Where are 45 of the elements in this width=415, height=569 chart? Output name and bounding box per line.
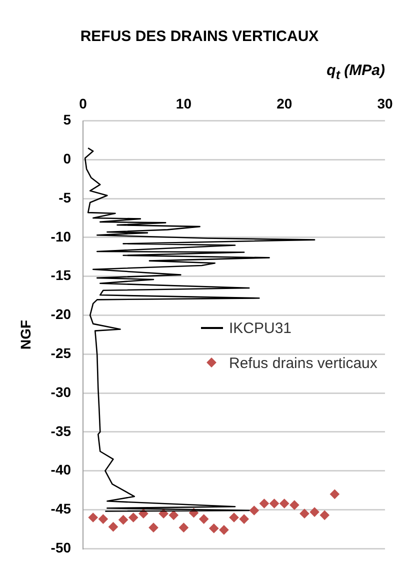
point — [158, 508, 168, 518]
point — [310, 507, 320, 517]
point — [128, 512, 138, 522]
point — [320, 510, 330, 520]
point — [138, 508, 148, 518]
x-tick-label: 0 — [79, 95, 88, 112]
point — [290, 500, 300, 510]
y-tick-label: -30 — [50, 384, 72, 400]
chart-title: REFUS DES DRAINS VERTICAUX — [80, 28, 319, 46]
point — [179, 522, 188, 532]
y-tick-label: -20 — [50, 306, 72, 322]
point — [148, 522, 158, 532]
point — [88, 512, 98, 522]
point — [260, 498, 269, 508]
y-tick-label: -15 — [50, 267, 72, 284]
point — [229, 512, 239, 522]
x-tick-label: 20 — [276, 95, 292, 112]
y-tick-label: 5 — [63, 112, 72, 128]
point — [300, 508, 310, 518]
point — [209, 524, 219, 534]
x-tick-label: 30 — [377, 95, 393, 112]
y-tick-label: -25 — [50, 345, 72, 362]
point — [270, 498, 279, 508]
point — [250, 506, 259, 516]
point — [108, 522, 118, 532]
x-axis-title: q$_{t}$ (MPa) — [326, 62, 385, 82]
point — [118, 515, 128, 524]
point — [168, 510, 178, 520]
y-tick-label: -50 — [50, 539, 72, 556]
point — [98, 514, 108, 524]
y-axis-title: NGF — [17, 319, 34, 350]
point — [219, 525, 229, 535]
point — [199, 514, 208, 524]
legend-label: IKCPU31 — [229, 320, 292, 337]
y-tick-label: -10 — [50, 228, 72, 244]
point — [330, 490, 340, 499]
x-tick-label: 10 — [176, 95, 192, 112]
y-tick-label: -35 — [50, 422, 72, 439]
y-tick-label: -45 — [50, 500, 72, 517]
legend-label: Refus drains verticaux — [229, 354, 378, 372]
point — [280, 498, 289, 508]
y-tick-label: -40 — [50, 462, 72, 478]
y-tick-label: 0 — [63, 150, 72, 167]
point — [239, 514, 249, 524]
y-tick-label: -5 — [58, 189, 72, 206]
